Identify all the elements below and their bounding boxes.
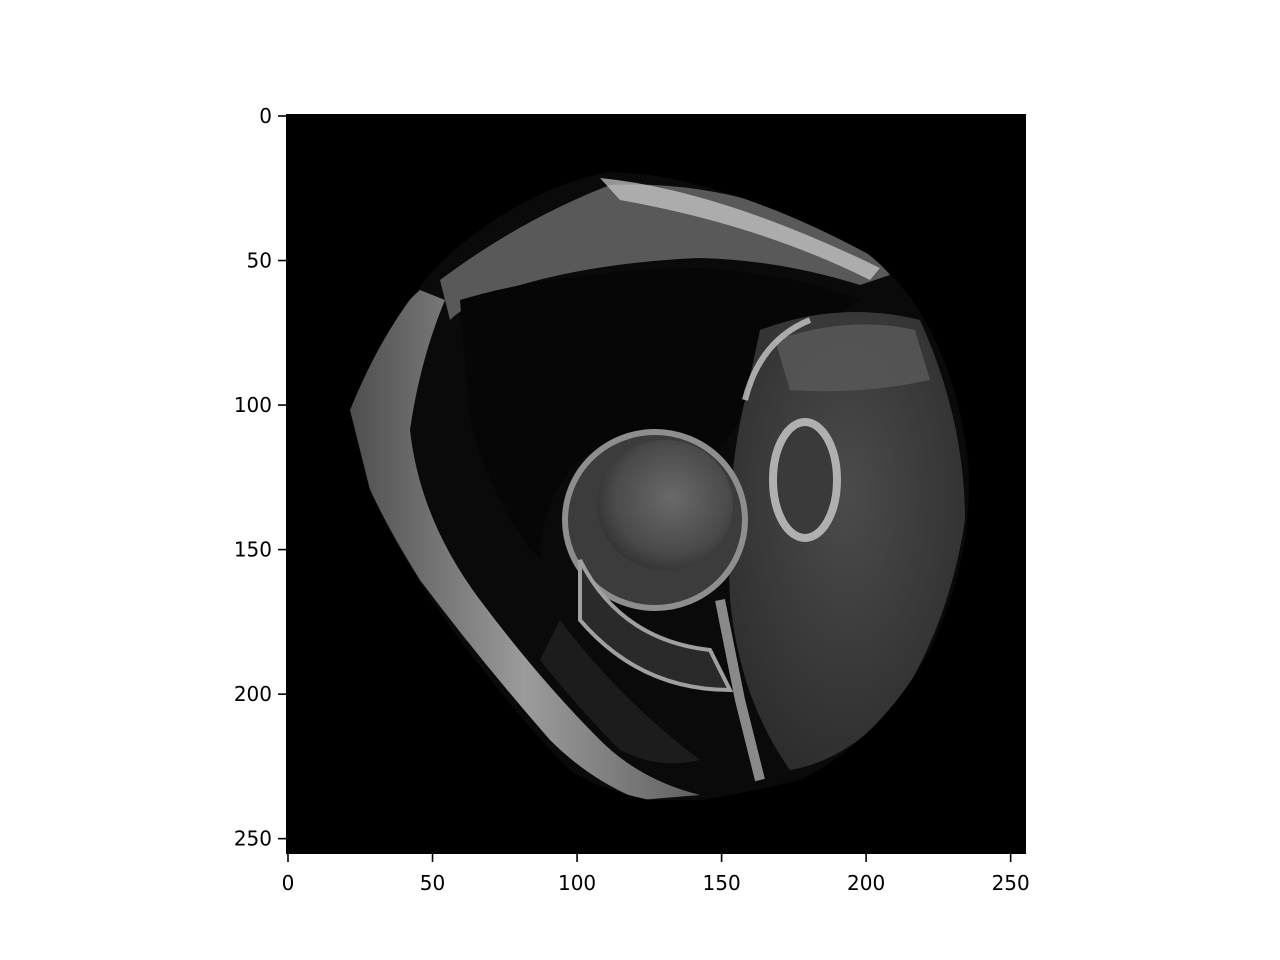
x-tick-label: 50 — [420, 871, 445, 895]
y-tick-label: 50 — [247, 249, 272, 273]
left-ventricle-blood — [597, 440, 733, 570]
field-of-view — [350, 172, 969, 800]
y-tick-label: 0 — [259, 104, 272, 128]
axes: 0 50 100 150 200 250 0 50 100 150 200 250 — [234, 104, 1030, 895]
y-tick-label: 250 — [234, 827, 272, 851]
y-tick-label: 200 — [234, 682, 272, 706]
mri-image — [286, 114, 1026, 854]
x-tick-label: 150 — [703, 871, 741, 895]
x-tick-label: 100 — [558, 871, 596, 895]
y-tick-label: 150 — [234, 538, 272, 562]
x-tick-label: 200 — [847, 871, 885, 895]
chest-wall-fat — [350, 290, 700, 800]
anterior-fat — [440, 184, 890, 320]
y-tick-label: 100 — [234, 393, 272, 417]
x-tick-label: 0 — [282, 871, 295, 895]
y-axis: 0 50 100 150 200 250 — [234, 104, 286, 851]
x-tick-label: 250 — [992, 871, 1030, 895]
x-axis: 0 50 100 150 200 250 — [282, 854, 1030, 895]
vessel — [769, 418, 841, 542]
